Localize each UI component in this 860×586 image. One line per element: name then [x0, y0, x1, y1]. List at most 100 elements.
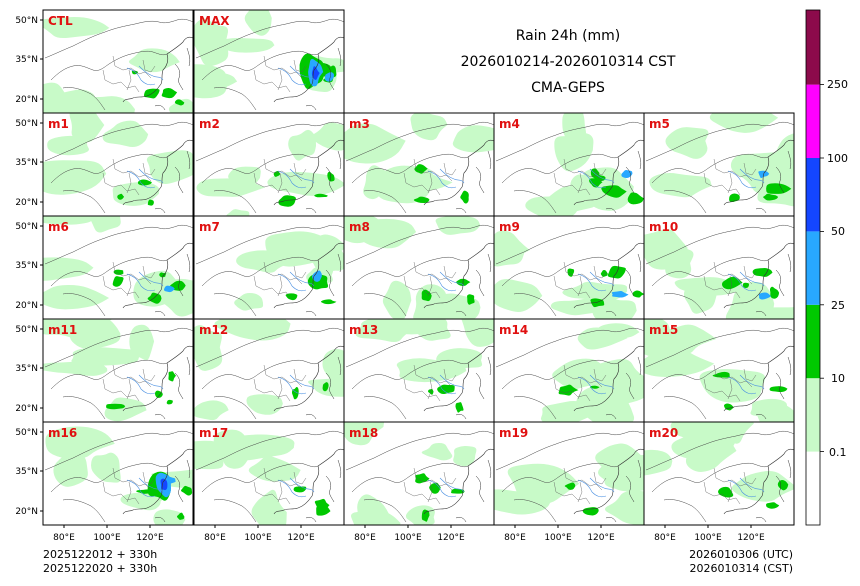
colorbar-labels: 0.1 10 25 50 100 250: [827, 78, 848, 459]
rain-moderate-area: [718, 486, 734, 498]
lon-tick-label: 100°E: [93, 533, 121, 543]
lat-tick-label: 50°N: [15, 325, 38, 335]
map-panel-max: MAX: [193, 9, 345, 114]
rain-light-area: [644, 348, 715, 378]
rain-moderate-area: [320, 299, 337, 305]
rain-heavy-area: [312, 270, 322, 282]
panel-label-m14: m14: [499, 323, 528, 337]
lat-tick-label: 50°N: [15, 222, 38, 232]
panel-label-m16: m16: [48, 426, 77, 440]
lat-tick-label: 50°N: [15, 119, 38, 129]
rain-heavy-area: [611, 290, 629, 298]
panel-label-m11: m11: [48, 323, 77, 337]
lon-tick-label: 120°E: [437, 533, 465, 543]
rain-light-area: [655, 324, 717, 355]
rain-moderate-area: [437, 384, 455, 395]
lon-tick-label: 100°E: [544, 533, 572, 543]
rain-light-area: [405, 505, 435, 525]
rain-light-area: [153, 509, 186, 525]
lat-tick-label: 35°N: [15, 261, 38, 271]
footer-init-cst: 2025122020 + 330h: [43, 562, 157, 575]
rain-light-area: [214, 319, 291, 341]
rain-moderate-area: [769, 286, 780, 299]
rain-moderate-area: [322, 382, 329, 392]
rain-light-area: [772, 133, 794, 174]
rain-moderate-area: [147, 199, 154, 206]
panel-frame: [643, 421, 795, 526]
map-panel-m14: m14: [493, 318, 645, 423]
rain-moderate-area: [742, 282, 749, 289]
colorbar-segment: [806, 378, 820, 452]
rain-light-area: [540, 401, 597, 422]
rain-moderate-area: [467, 294, 475, 305]
rain-light-area: [251, 489, 287, 525]
rain-light-area: [649, 172, 712, 198]
rain-moderate-area: [627, 192, 644, 205]
rain-light-area: [43, 216, 93, 225]
axes: 50°N 35°N 20°N 50°N 35°N 20°N 50°N 35°N 20°N 50°N…: [15, 16, 765, 543]
rain-moderate-area: [564, 482, 576, 490]
map-panel-m16: m16: [42, 421, 194, 526]
rain-moderate-area: [421, 509, 430, 522]
lon-tick-label: 80°E: [504, 533, 526, 543]
lat-tick-label: 35°N: [15, 158, 38, 168]
map-panel-m13: m13: [343, 318, 495, 423]
lon-tick-label: 100°E: [394, 533, 422, 543]
lon-tick-label: 80°E: [204, 533, 226, 543]
rain-light-area: [194, 325, 223, 371]
rain-light-area: [196, 178, 266, 197]
rain-light-area: [311, 122, 344, 151]
rain-light-area: [246, 394, 283, 415]
rain-light-area: [43, 257, 94, 281]
rain-light-area: [410, 113, 448, 141]
panel-label-max: MAX: [199, 14, 230, 28]
map-panel-m1: m1: [42, 112, 194, 217]
lat-tick-label: 35°N: [15, 364, 38, 374]
rain-light-area: [494, 232, 525, 267]
panel-label-m15: m15: [649, 323, 678, 337]
map-panel-m20: m20: [643, 421, 795, 526]
footer-init-utc: 2025122012 + 330h: [43, 548, 157, 561]
rain-moderate-area: [285, 293, 298, 301]
rain-moderate-area: [278, 195, 296, 207]
rain-light-area: [43, 284, 110, 310]
footer-valid-utc: 2026010306 (UTC): [689, 548, 793, 561]
rain-light-area: [750, 398, 788, 417]
rain-light-area: [53, 451, 88, 487]
panel-frame: [42, 421, 194, 526]
colorbar-label-100: 100: [827, 152, 848, 165]
panel-label-m20: m20: [649, 426, 678, 440]
rain-light-area: [244, 10, 272, 36]
rain-light-area: [670, 422, 729, 441]
rain-moderate-area: [414, 164, 428, 174]
rain-moderate-area: [174, 99, 185, 106]
rain-moderate-area: [600, 269, 608, 277]
rain-light-area: [725, 281, 775, 319]
panel-label-m7: m7: [199, 220, 220, 234]
rain-light-area: [91, 452, 121, 483]
rain-light-area: [47, 135, 89, 156]
rain-light-area: [344, 422, 385, 446]
map-panel-m9: m9: [493, 215, 645, 320]
rain-moderate-area: [415, 473, 430, 484]
panel-label-m10: m10: [649, 220, 678, 234]
rain-light-area: [507, 463, 580, 505]
rain-moderate-area: [112, 276, 124, 287]
colorbar-segment: [806, 451, 820, 525]
rain-moderate-area: [117, 193, 125, 200]
panel-label-m3: m3: [349, 117, 370, 131]
rain-moderate-area: [712, 371, 730, 378]
title-line1: Rain 24h (mm): [516, 28, 621, 44]
rain-light-area: [104, 397, 147, 422]
rain-light-area: [453, 445, 477, 467]
rain-light-area: [79, 96, 135, 113]
panel-label-m17: m17: [199, 426, 228, 440]
rain-moderate-area: [176, 512, 185, 520]
colorbar-segment: [806, 84, 820, 158]
rain-light-area: [288, 129, 316, 161]
lat-tick-label: 50°N: [15, 16, 38, 26]
rain-light-area: [146, 150, 193, 184]
lon-tick-label: 80°E: [53, 533, 75, 543]
panel-label-m13: m13: [349, 323, 378, 337]
rain-light-area: [344, 123, 406, 164]
